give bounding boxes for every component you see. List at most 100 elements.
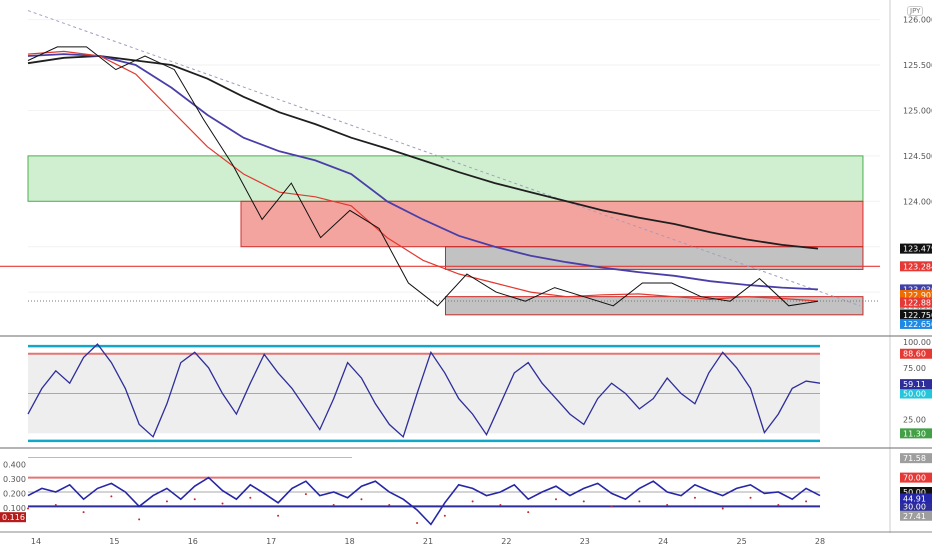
mom-signal-dot (693, 496, 696, 499)
price-badge-label-ma_black: 123.479 (903, 245, 932, 254)
mom-signal-dot (527, 511, 530, 514)
mom-signal-dot (721, 507, 724, 510)
price-badge-ma_red (900, 290, 932, 301)
mom-signal-dot (471, 500, 474, 503)
price-badge-label-ma_purple: 123.030 (903, 285, 932, 294)
price-badge-label-support: 122.750 (903, 311, 932, 320)
time-axis: 14 15 16 17 18 21 22 23 24 25 28 (31, 537, 825, 546)
osc-value-badge (900, 379, 932, 390)
osc-badge-upper (900, 348, 932, 359)
mom-signal-dot (54, 503, 57, 506)
time-tick-label: 21 (423, 537, 433, 546)
mom-right-label-value: 44.91 (903, 494, 926, 503)
price-badge-bottom (900, 318, 932, 329)
mom-signal-dot (555, 498, 557, 501)
time-tick-label: 18 (345, 537, 355, 546)
zone-grey (444, 296, 864, 316)
mom-tick-label: 0.100 (3, 504, 26, 513)
price-tick-label: 124.500 (903, 152, 932, 161)
time-tick-label: 25 (737, 537, 747, 546)
osc-tick-label: 25.00 (903, 415, 926, 424)
price-badge-label-ma_red: 122.902 (903, 291, 932, 300)
osc-value-label: 59.11 (903, 380, 926, 389)
time-tick-label: 16 (188, 537, 198, 546)
mom-signal-dot (777, 503, 780, 506)
mom-right-top (900, 453, 932, 464)
price-badge-ma_black (900, 243, 932, 254)
mom-signal-dot (110, 495, 113, 498)
currency-label: JPY (907, 6, 924, 16)
mom-signal-dot (416, 521, 419, 524)
time-tick-label: 28 (815, 537, 825, 546)
zone-red (240, 200, 864, 248)
mom-signal-dot (388, 503, 391, 506)
mom-signal-dot (138, 518, 141, 521)
osc-tick-label: 100.00 (903, 338, 931, 347)
price-line (27, 46, 819, 307)
price-badge-label-bottom: 122.650 (903, 320, 932, 329)
price-badge-resistance (900, 261, 932, 272)
mom-right-label-top: 71.58 (903, 454, 926, 463)
price-badge-lower_box (900, 297, 932, 308)
mom-signal-dot (582, 500, 585, 503)
mom-signal-dot (332, 503, 335, 506)
momentum-line (27, 476, 821, 526)
mom-signal-dot (193, 498, 196, 501)
price-tick-label: 126.000 (903, 16, 932, 25)
osc-badge-lower (900, 428, 932, 439)
mom-right-bottom (900, 510, 932, 521)
mom-signal-dot (638, 500, 641, 503)
mom-signal-dot (82, 511, 85, 514)
mom-tick-label: 0.400 (3, 461, 26, 470)
mom-badge-label-mid: 50.00 (903, 488, 926, 497)
mom-signal-dot (304, 493, 307, 496)
oscillator-line (27, 343, 821, 438)
mom-signal-dot (277, 514, 280, 517)
osc-badge-label-lower: 11.30 (903, 429, 926, 438)
mom-badge-upper (900, 472, 932, 483)
mom-badge-mid (900, 487, 932, 497)
mom-left-badge-label: 0.116 (2, 513, 25, 522)
price-axis: 126.000125.500125.000124.500124.000123.5… (0, 16, 932, 523)
mom-right-value (900, 493, 932, 504)
mom-tick-label: 0.300 (3, 475, 26, 484)
time-tick-label: 17 (266, 537, 276, 546)
mom-signal-dot (27, 507, 29, 510)
price-badge-support (900, 309, 932, 320)
price-badge-ma_purple (900, 284, 932, 295)
zone-grey (444, 246, 864, 270)
ma-purple-line (27, 53, 819, 291)
mom-signal-dot (443, 514, 446, 517)
price-tick-label: 124.000 (903, 197, 932, 206)
time-tick-label: 14 (31, 537, 41, 546)
mom-signal-dot (805, 500, 808, 503)
osc-badge-mid (900, 388, 932, 399)
time-tick-label: 24 (658, 537, 668, 546)
osc-badge-label-upper: 88.60 (903, 350, 926, 359)
mom-signal-dot (165, 500, 168, 503)
time-tick-label: 15 (109, 537, 119, 546)
mom-signal-dot (610, 505, 613, 508)
mom-signal-dot (499, 503, 502, 506)
ma-black-line (27, 55, 819, 250)
price-badge-label-lower_box: 122.887 (903, 298, 932, 307)
zone-green (27, 155, 864, 202)
momentum-panel (27, 456, 821, 526)
osc-badge-label-mid: 50.00 (903, 390, 926, 399)
price-tick-label: 125.500 (903, 61, 932, 70)
mom-badge-lower (900, 501, 932, 512)
time-tick-label: 22 (501, 537, 511, 546)
price-badge-label-resistance: 123.284 (903, 262, 932, 271)
mom-right-label-bottom: 27.41 (903, 512, 926, 521)
mom-signal-dot (221, 502, 224, 505)
mom-badge-label-upper: 70.00 (903, 474, 926, 483)
mom-badge-label-lower: 30.00 (903, 502, 926, 511)
mom-left-badge (0, 512, 26, 523)
price-tick-label: 125.000 (903, 106, 932, 115)
oscillator-panel (27, 343, 821, 443)
mom-signal-dot (666, 503, 669, 506)
mom-signal-dot (749, 496, 752, 499)
time-tick-label: 23 (580, 537, 590, 546)
mom-tick-label: 0.200 (3, 489, 26, 498)
